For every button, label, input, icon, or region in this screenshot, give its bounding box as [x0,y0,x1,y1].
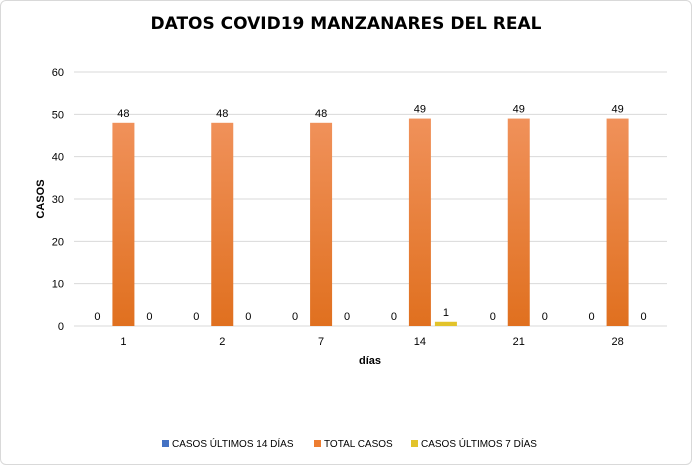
data-label: 49 [513,104,525,116]
y-tick-label: 60 [52,67,64,79]
data-label: 0 [245,311,251,323]
x-tick-label: 2 [219,336,225,348]
legend-entry: CASOS ÚLTIMOS 7 DÍAS [421,437,537,450]
y-tick-labels: 0 10 20 30 40 50 60 [52,67,64,333]
x-tick-label: 21 [513,336,525,348]
data-label: 48 [216,108,228,120]
bar [606,118,629,326]
x-tick-label: 1 [120,336,126,348]
data-label: 0 [542,311,548,323]
data-label: 49 [611,104,623,116]
legend-entry: CASOS ÚLTIMOS 14 DÍAS [172,437,294,450]
legend-swatch [411,440,418,447]
data-label: 0 [641,311,647,323]
data-label: 1 [443,307,449,319]
y-axis-label: CASOS [35,179,47,218]
data-label: 0 [146,311,152,323]
data-label: 0 [490,311,496,323]
data-label: 0 [94,311,100,323]
bar [507,118,530,326]
data-label: 0 [292,311,298,323]
legend-swatch [314,440,321,447]
data-label: 49 [414,104,426,116]
legend-swatch [162,440,169,447]
bars [112,118,629,326]
data-label: 0 [193,311,199,323]
bar [211,122,234,326]
x-tick-label: 28 [611,336,623,348]
y-tick-label: 50 [52,109,64,121]
legend-entry: TOTAL CASOS [324,439,393,450]
data-label: 48 [315,108,327,120]
bar [310,122,333,326]
gridlines [74,71,667,327]
x-tick-label: 7 [318,336,324,348]
chart-title: DATOS COVID19 MANZANARES DEL REAL [151,14,542,34]
y-tick-label: 10 [52,279,64,291]
y-tick-label: 0 [58,321,64,333]
data-labels: 0 48 0 0 48 0 0 48 0 0 49 1 0 49 0 0 49 0 [94,104,646,323]
bar [434,321,457,326]
y-tick-label: 20 [52,236,64,248]
data-label: 0 [589,311,595,323]
y-tick-label: 40 [52,152,64,164]
x-tick-label: 14 [414,336,426,348]
data-label: 0 [391,311,397,323]
data-label: 0 [344,311,350,323]
bar [112,122,135,326]
bar [408,118,431,326]
x-tick-labels: 1 2 7 14 21 28 [120,336,623,348]
x-axis-label: días [359,355,381,367]
data-label: 48 [117,108,129,120]
legend: CASOS ÚLTIMOS 14 DÍAS TOTAL CASOS CASOS ÚL… [162,437,537,450]
y-tick-label: 30 [52,194,64,206]
